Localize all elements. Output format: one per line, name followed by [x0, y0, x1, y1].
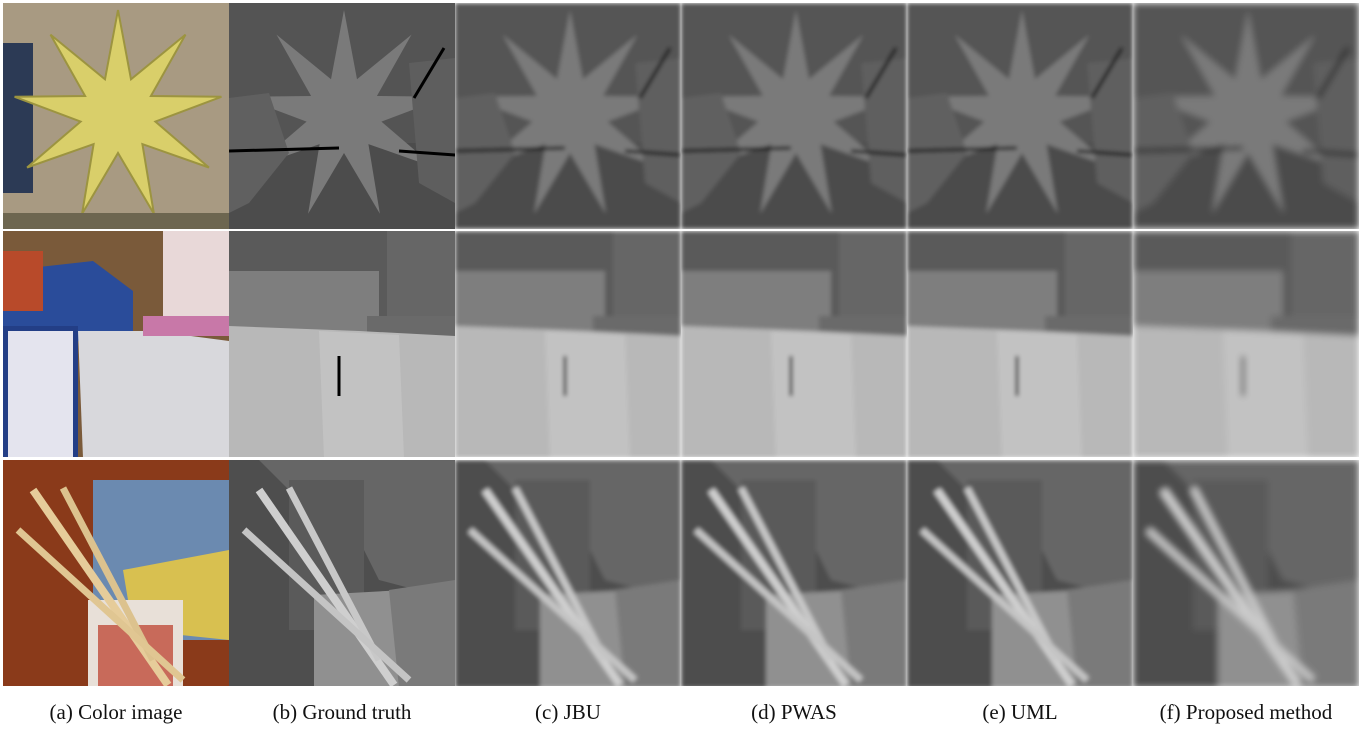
- color-image: [3, 3, 229, 229]
- image: [455, 231, 681, 458]
- depth-map: [907, 3, 1133, 229]
- color-image: [3, 460, 229, 688]
- depth-map: [455, 460, 681, 688]
- image: [3, 3, 229, 229]
- figure: (a) Color image (b) Ground truth (c) JBU…: [0, 0, 1370, 729]
- caption: (a) Color image: [50, 700, 183, 724]
- image: [229, 3, 455, 229]
- image: [229, 231, 455, 458]
- image: [3, 231, 229, 458]
- image: [229, 460, 455, 688]
- image: [681, 231, 907, 458]
- depth-map: [681, 460, 907, 688]
- image: [907, 231, 1133, 458]
- image: [1133, 460, 1359, 688]
- image-grid: [3, 3, 1359, 688]
- caption: (c) JBU: [535, 700, 601, 724]
- image: [455, 3, 681, 229]
- depth-map: [907, 460, 1133, 688]
- caption: (e) UML: [982, 700, 1057, 724]
- caption: (d) PWAS: [751, 700, 837, 724]
- depth-map: [455, 3, 681, 229]
- image: [681, 460, 907, 688]
- depth-map: [229, 460, 455, 688]
- depth-map: [907, 231, 1133, 458]
- depth-map: [681, 231, 907, 458]
- depth-map: [1133, 231, 1359, 458]
- caption: (f) Proposed method: [1160, 700, 1333, 724]
- depth-map: [229, 3, 455, 229]
- color-image: [3, 231, 229, 458]
- depth-map: [1133, 460, 1359, 688]
- depth-map: [229, 231, 455, 458]
- image: [455, 460, 681, 688]
- image: [907, 3, 1133, 229]
- image: [3, 460, 229, 688]
- depth-map: [455, 231, 681, 458]
- captions: (a) Color image (b) Ground truth (c) JBU…: [50, 700, 1333, 724]
- image: [1133, 3, 1359, 229]
- depth-map: [1133, 3, 1359, 229]
- image: [681, 3, 907, 229]
- depth-map: [681, 3, 907, 229]
- image: [1133, 231, 1359, 458]
- caption: (b) Ground truth: [273, 700, 412, 724]
- image: [907, 460, 1133, 688]
